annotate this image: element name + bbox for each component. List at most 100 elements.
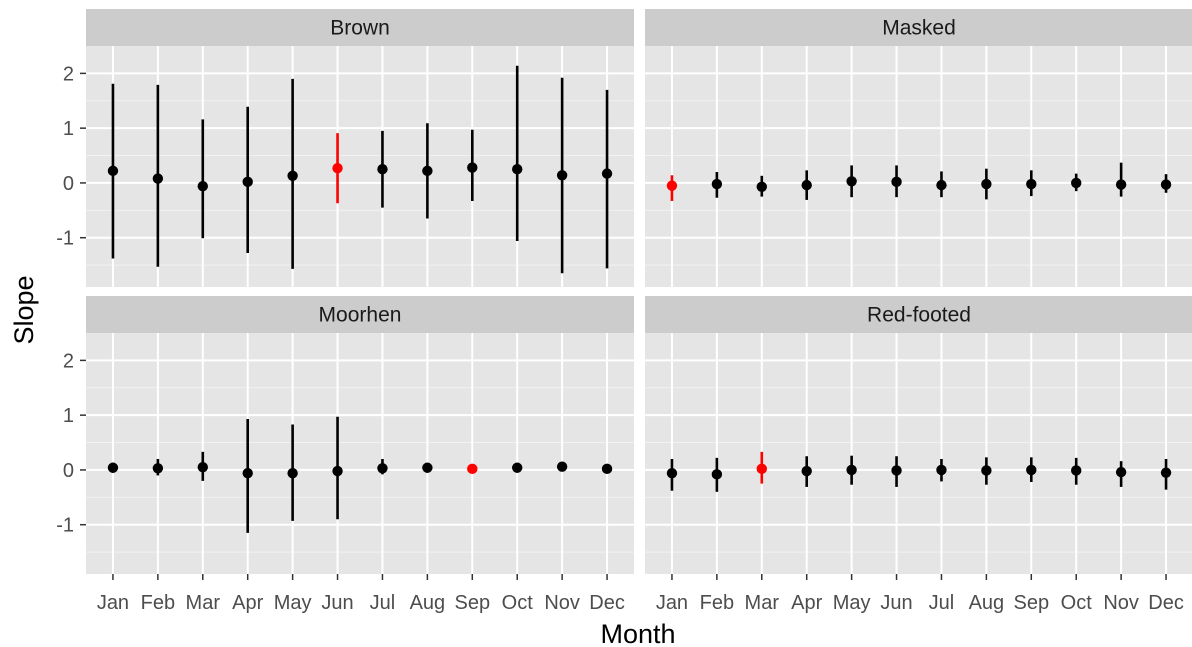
point-jul [936, 179, 947, 191]
point-apr [801, 465, 812, 477]
x-tick-label-jul: Jul [370, 592, 396, 614]
x-axis-title: Month [600, 619, 675, 647]
facet-strip-label: Moorhen [319, 304, 402, 327]
point-may [287, 170, 298, 182]
x-tick-label-mar: Mar [186, 592, 221, 614]
point-feb [152, 463, 164, 474]
point-feb [711, 178, 723, 190]
x-tick-label-jan: Jan [656, 592, 688, 614]
x-tick-label-nov: Nov [1103, 592, 1139, 614]
point-jun [332, 162, 343, 174]
facet-strip [86, 9, 634, 46]
point-may [846, 176, 857, 187]
point-nov [556, 170, 568, 181]
facet-strip-label: Brown [330, 17, 390, 40]
point-jan [666, 180, 678, 191]
x-tick-label-jun: Jun [321, 592, 353, 614]
x-tick-label-may: May [833, 592, 871, 614]
x-tick-label-jun: Jun [880, 592, 912, 614]
point-jan [666, 468, 678, 479]
x-tick-label-aug: Aug [969, 592, 1005, 614]
x-tick-label-oct: Oct [1061, 592, 1093, 614]
point-apr [242, 176, 253, 188]
point-apr [242, 468, 253, 479]
y-tick-label: 2 [63, 350, 74, 372]
y-axis-title: Slope [9, 275, 39, 344]
x-tick-label-dec: Dec [1148, 592, 1184, 614]
x-tick-label-jan: Jan [97, 592, 129, 614]
point-sep [467, 162, 478, 173]
panel-background [86, 46, 634, 287]
x-tick-label-dec: Dec [589, 592, 625, 614]
point-dec [601, 168, 613, 179]
point-jul [936, 464, 947, 476]
x-tick-label-apr: Apr [791, 592, 822, 614]
y-tick-label: -1 [56, 515, 74, 537]
point-mar [197, 461, 208, 473]
point-mar [197, 181, 208, 192]
panel-background [645, 46, 1192, 287]
x-tick-label-feb: Feb [141, 592, 175, 614]
y-tick-label: 0 [63, 460, 74, 482]
point-jan [107, 165, 119, 177]
point-sep [1026, 464, 1037, 476]
point-dec [1160, 179, 1172, 190]
x-tick-label-oct: Oct [502, 592, 534, 614]
point-jun [332, 465, 343, 477]
point-nov [1115, 179, 1127, 190]
facet-strip-label: Red-footed [867, 304, 971, 327]
x-tick-label-sep: Sep [454, 592, 490, 614]
point-nov [1115, 466, 1127, 478]
x-tick-label-may: May [274, 592, 312, 614]
facet-moorhen: Moorhen [86, 296, 634, 574]
point-oct [512, 164, 523, 175]
point-oct [1071, 465, 1082, 476]
point-aug [422, 462, 433, 473]
x-tick-label-aug: Aug [410, 592, 446, 614]
point-sep [1026, 178, 1037, 190]
point-jun [891, 176, 902, 188]
x-tick-label-mar: Mar [745, 592, 780, 614]
point-aug [981, 465, 992, 476]
facet-red-footed: Red-footed [645, 296, 1192, 574]
point-dec [601, 463, 613, 475]
facet-masked: Masked [645, 9, 1192, 287]
facet-strip [86, 296, 634, 333]
panels-layer: Brown Masked Moorhen Red-footed [86, 9, 1192, 574]
facet-strip-label: Masked [882, 17, 956, 40]
point-apr [801, 179, 812, 191]
point-aug [981, 178, 992, 190]
axes-layer: -1 0 1 2 -1 0 1 2 Jan Feb Mar Apr May Jun Jul Aug Sep Oct… [56, 63, 1184, 614]
point-may [287, 468, 298, 479]
point-feb [152, 173, 164, 184]
x-tick-label-nov: Nov [544, 592, 580, 614]
x-tick-label-feb: Feb [700, 592, 734, 614]
point-feb [711, 469, 723, 480]
point-jun [891, 465, 902, 476]
x-tick-label-apr: Apr [232, 592, 263, 614]
point-sep [467, 463, 478, 475]
point-nov [556, 461, 568, 472]
x-tick-label-sep: Sep [1013, 592, 1049, 614]
y-tick-label: 1 [63, 405, 74, 427]
y-tick-label: 2 [63, 63, 74, 85]
point-mar [756, 181, 767, 192]
y-tick-label: -1 [56, 228, 74, 250]
point-aug [422, 165, 433, 177]
facet-brown: Brown [86, 9, 634, 287]
panel-background [645, 333, 1192, 574]
point-oct [1071, 177, 1082, 189]
point-may [846, 464, 857, 476]
y-tick-label: 1 [63, 118, 74, 140]
point-jul [377, 164, 388, 175]
x-tick-label-jul: Jul [929, 592, 955, 614]
point-jul [377, 463, 388, 474]
point-jan [107, 462, 119, 473]
point-dec [1160, 467, 1172, 478]
panel-background [86, 333, 634, 574]
facet-strip [645, 296, 1192, 333]
y-tick-label: 0 [63, 173, 74, 195]
point-mar [756, 463, 767, 475]
facet-strip [645, 9, 1192, 46]
